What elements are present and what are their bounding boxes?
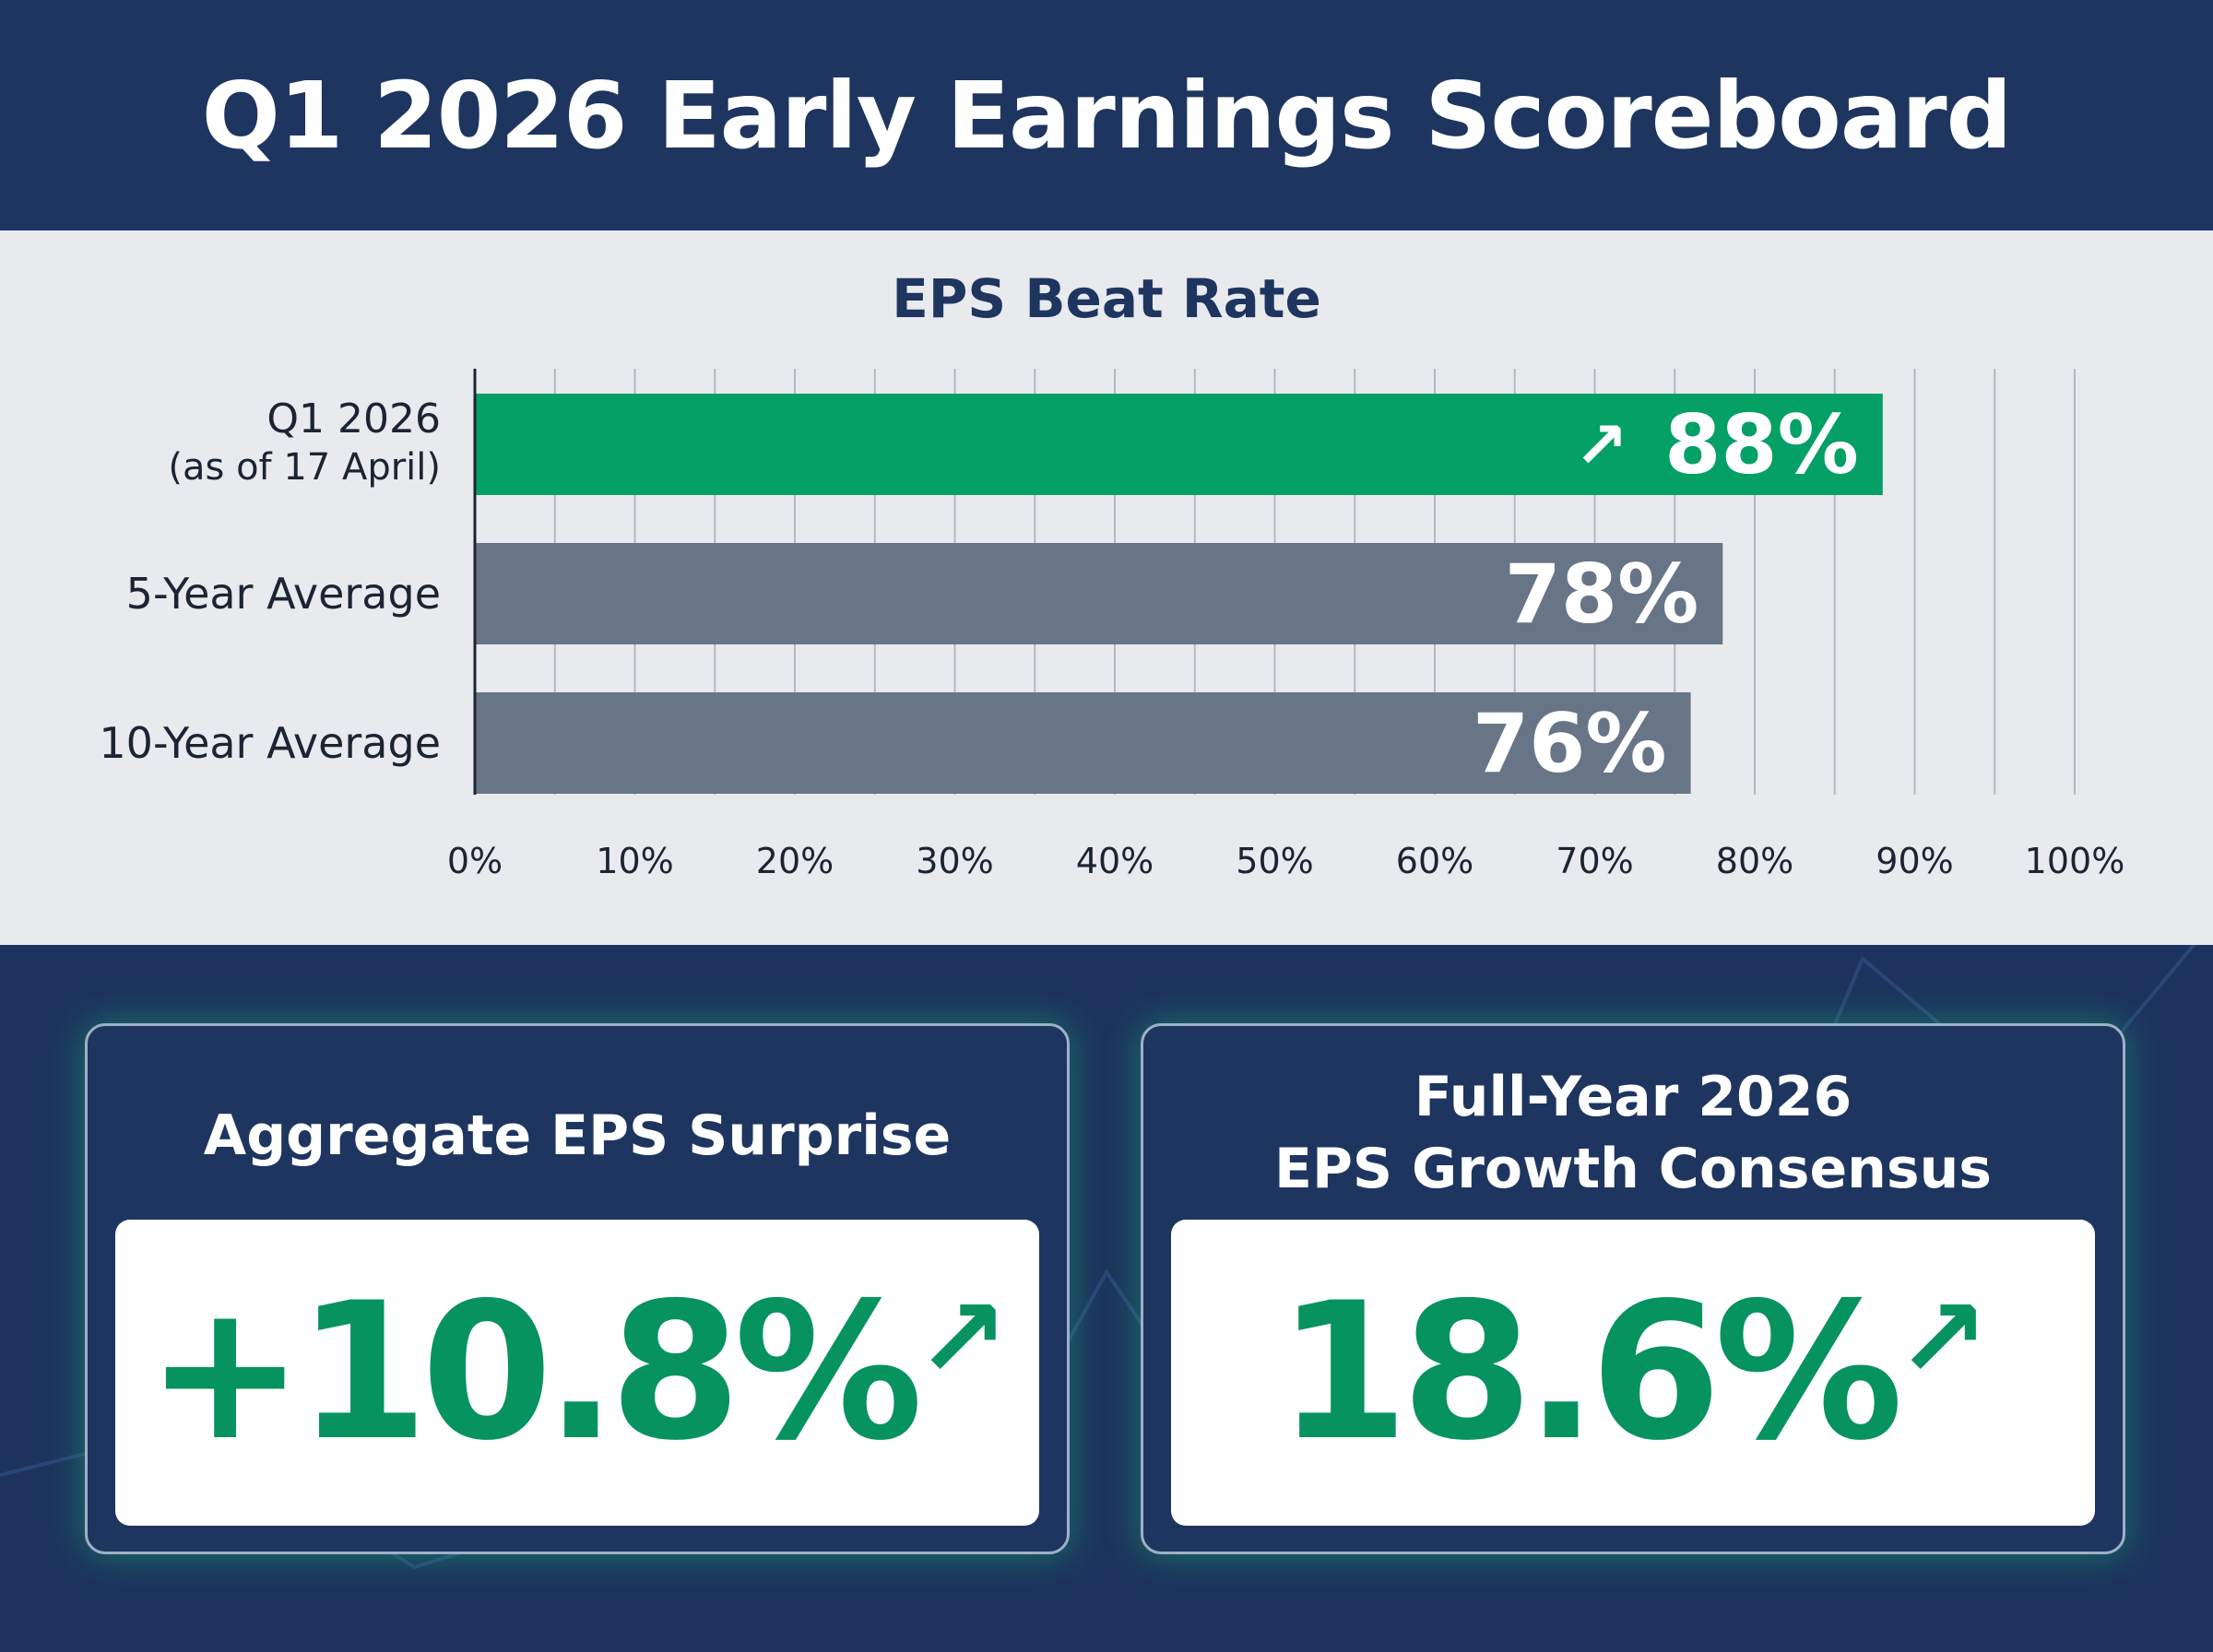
category-sublabel: (as of 17 April) [168,446,441,489]
x-tick-label: 0% [447,841,503,881]
x-tick-label: 20% [756,841,834,881]
card-title: Full-Year 2026 EPS Growth Consensus [1143,1061,2123,1205]
category-label: Q1 2026 [266,395,441,442]
arrow-up-right-icon: ↗ [1896,1275,1989,1403]
card-title-line: Full-Year 2026 [1414,1065,1852,1129]
x-tick-label: 50% [1236,841,1313,881]
card-value-box: 18.6% ↗ [1171,1220,2095,1526]
card-aggregate-eps-surprise: Aggregate EPS Surprise +10.8% ↗ [85,1023,1070,1554]
page-title: Q1 2026 Early Earnings Scoreboard [201,61,2012,170]
x-tick-label: 80% [1716,841,1793,881]
data-label: 88% [1664,397,1859,492]
x-tick-label: 100% [2025,841,2125,881]
bar [475,543,1723,644]
arrow-up-right-icon: ↗ [916,1275,1009,1403]
card-title: Aggregate EPS Surprise [88,1100,1067,1172]
chart-panel: EPS Beat Rate 0% 10% 20% 30% 40% 50% 60% 70% 80%… [0,230,2213,945]
eps-beat-rate-chart: 0% 10% 20% 30% 40% 50% 60% 70% 80% 90% 100% Q1 2026… [99,369,2125,881]
category-label: 10-Year Average [99,718,441,768]
data-label: 76% [1473,696,1667,791]
bar [475,692,1691,794]
category-label: 5-Year Average [126,569,441,619]
card-value: +10.8% [146,1263,923,1482]
x-tick-label: 30% [916,841,993,881]
x-tick-label: 90% [1876,841,1953,881]
x-tick-label: 70% [1556,841,1633,881]
card-eps-growth-consensus: Full-Year 2026 EPS Growth Consensus 18.6… [1141,1023,2125,1554]
chart-title: EPS Beat Rate [892,267,1321,330]
x-tick-label: 40% [1076,841,1154,881]
bar [475,394,1883,495]
card-title-line: Aggregate EPS Surprise [203,1103,952,1168]
card-value: 18.6% [1277,1263,1903,1482]
card-title-line: EPS Growth Consensus [1273,1137,1993,1201]
arrow-up-right-icon: ↗ [1574,407,1628,483]
card-value-box: +10.8% ↗ [115,1220,1039,1526]
data-label: 78% [1505,547,1699,642]
header: Q1 2026 Early Earnings Scoreboard [0,0,2213,230]
x-tick-label: 10% [596,841,673,881]
x-tick-label: 60% [1396,841,1473,881]
